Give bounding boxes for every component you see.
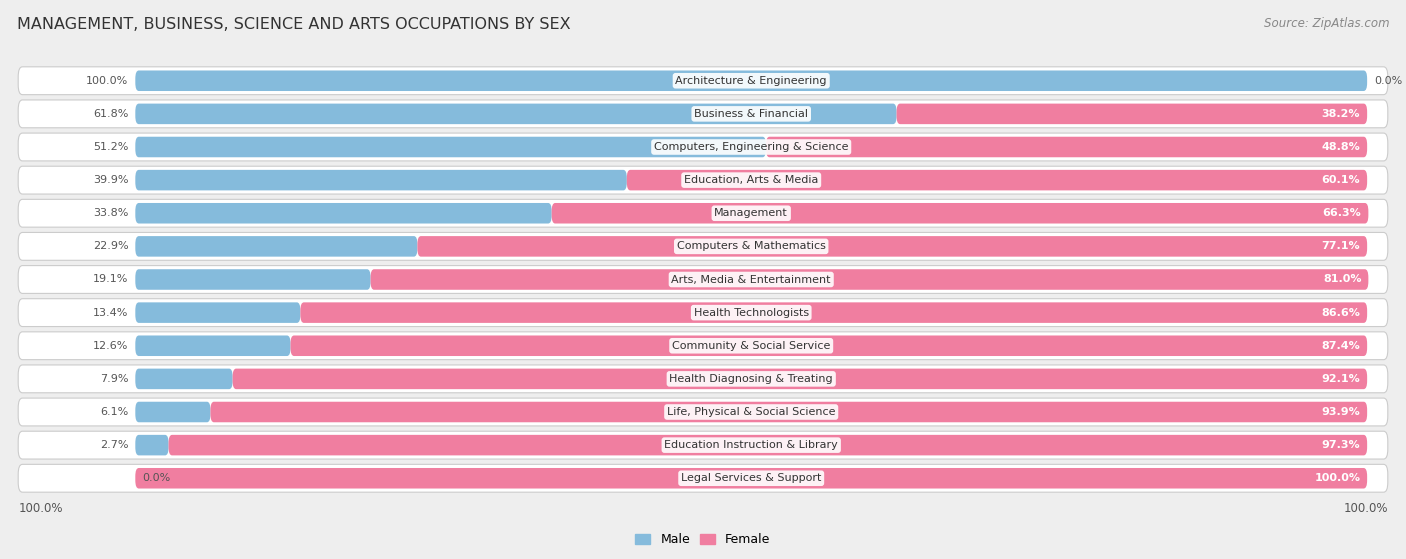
FancyBboxPatch shape [135, 302, 301, 323]
FancyBboxPatch shape [291, 335, 1367, 356]
Text: 0.0%: 0.0% [1374, 75, 1402, 86]
Text: 33.8%: 33.8% [93, 209, 128, 218]
FancyBboxPatch shape [18, 266, 1388, 293]
FancyBboxPatch shape [301, 302, 1367, 323]
Text: 0.0%: 0.0% [142, 473, 170, 484]
FancyBboxPatch shape [18, 365, 1388, 393]
FancyBboxPatch shape [18, 465, 1388, 492]
FancyBboxPatch shape [135, 368, 232, 389]
Text: 12.6%: 12.6% [93, 341, 128, 350]
Legend: Male, Female: Male, Female [636, 533, 770, 546]
FancyBboxPatch shape [18, 299, 1388, 326]
Text: Education Instruction & Library: Education Instruction & Library [665, 440, 838, 450]
Text: MANAGEMENT, BUSINESS, SCIENCE AND ARTS OCCUPATIONS BY SEX: MANAGEMENT, BUSINESS, SCIENCE AND ARTS O… [17, 17, 571, 32]
Text: 61.8%: 61.8% [93, 109, 128, 119]
FancyBboxPatch shape [551, 203, 1368, 224]
Text: Computers, Engineering & Science: Computers, Engineering & Science [654, 142, 848, 152]
FancyBboxPatch shape [18, 233, 1388, 260]
Text: Arts, Media & Entertainment: Arts, Media & Entertainment [672, 274, 831, 285]
Text: Community & Social Service: Community & Social Service [672, 341, 831, 350]
Text: 51.2%: 51.2% [93, 142, 128, 152]
FancyBboxPatch shape [135, 402, 211, 422]
FancyBboxPatch shape [135, 269, 371, 290]
Text: Business & Financial: Business & Financial [695, 109, 808, 119]
Text: 19.1%: 19.1% [93, 274, 128, 285]
FancyBboxPatch shape [18, 166, 1388, 194]
FancyBboxPatch shape [135, 103, 897, 124]
FancyBboxPatch shape [211, 402, 1367, 422]
Text: 38.2%: 38.2% [1322, 109, 1360, 119]
Text: 100.0%: 100.0% [86, 75, 128, 86]
FancyBboxPatch shape [18, 100, 1388, 128]
FancyBboxPatch shape [371, 269, 1368, 290]
FancyBboxPatch shape [18, 398, 1388, 426]
Text: 7.9%: 7.9% [100, 374, 128, 384]
Text: Education, Arts & Media: Education, Arts & Media [685, 175, 818, 185]
Text: 22.9%: 22.9% [93, 241, 128, 252]
FancyBboxPatch shape [135, 435, 169, 456]
FancyBboxPatch shape [169, 435, 1367, 456]
FancyBboxPatch shape [135, 203, 551, 224]
FancyBboxPatch shape [135, 335, 291, 356]
Text: 93.9%: 93.9% [1322, 407, 1360, 417]
Text: Health Technologists: Health Technologists [693, 307, 808, 318]
Text: Architecture & Engineering: Architecture & Engineering [675, 75, 827, 86]
FancyBboxPatch shape [18, 67, 1388, 94]
FancyBboxPatch shape [18, 200, 1388, 227]
Text: Legal Services & Support: Legal Services & Support [681, 473, 821, 484]
Text: 39.9%: 39.9% [93, 175, 128, 185]
Text: 100.0%: 100.0% [1343, 503, 1388, 515]
Text: 92.1%: 92.1% [1322, 374, 1360, 384]
Text: 48.8%: 48.8% [1322, 142, 1360, 152]
FancyBboxPatch shape [135, 236, 418, 257]
Text: 2.7%: 2.7% [100, 440, 128, 450]
Text: 60.1%: 60.1% [1322, 175, 1360, 185]
FancyBboxPatch shape [232, 368, 1367, 389]
Text: 97.3%: 97.3% [1322, 440, 1360, 450]
Text: Management: Management [714, 209, 789, 218]
FancyBboxPatch shape [135, 170, 627, 191]
FancyBboxPatch shape [135, 70, 1367, 91]
FancyBboxPatch shape [135, 137, 766, 157]
FancyBboxPatch shape [418, 236, 1367, 257]
Text: 100.0%: 100.0% [1315, 473, 1360, 484]
Text: Source: ZipAtlas.com: Source: ZipAtlas.com [1264, 17, 1389, 30]
Text: 81.0%: 81.0% [1323, 274, 1361, 285]
Text: 66.3%: 66.3% [1323, 209, 1361, 218]
FancyBboxPatch shape [18, 431, 1388, 459]
Text: Life, Physical & Social Science: Life, Physical & Social Science [666, 407, 835, 417]
FancyBboxPatch shape [18, 332, 1388, 359]
Text: 87.4%: 87.4% [1322, 341, 1360, 350]
FancyBboxPatch shape [135, 468, 1367, 489]
FancyBboxPatch shape [18, 133, 1388, 161]
Text: 6.1%: 6.1% [100, 407, 128, 417]
Text: 13.4%: 13.4% [93, 307, 128, 318]
FancyBboxPatch shape [627, 170, 1367, 191]
FancyBboxPatch shape [897, 103, 1367, 124]
Text: 100.0%: 100.0% [18, 503, 63, 515]
FancyBboxPatch shape [766, 137, 1367, 157]
Text: Computers & Mathematics: Computers & Mathematics [676, 241, 825, 252]
Text: Health Diagnosing & Treating: Health Diagnosing & Treating [669, 374, 832, 384]
Text: 86.6%: 86.6% [1322, 307, 1360, 318]
Text: 77.1%: 77.1% [1322, 241, 1360, 252]
